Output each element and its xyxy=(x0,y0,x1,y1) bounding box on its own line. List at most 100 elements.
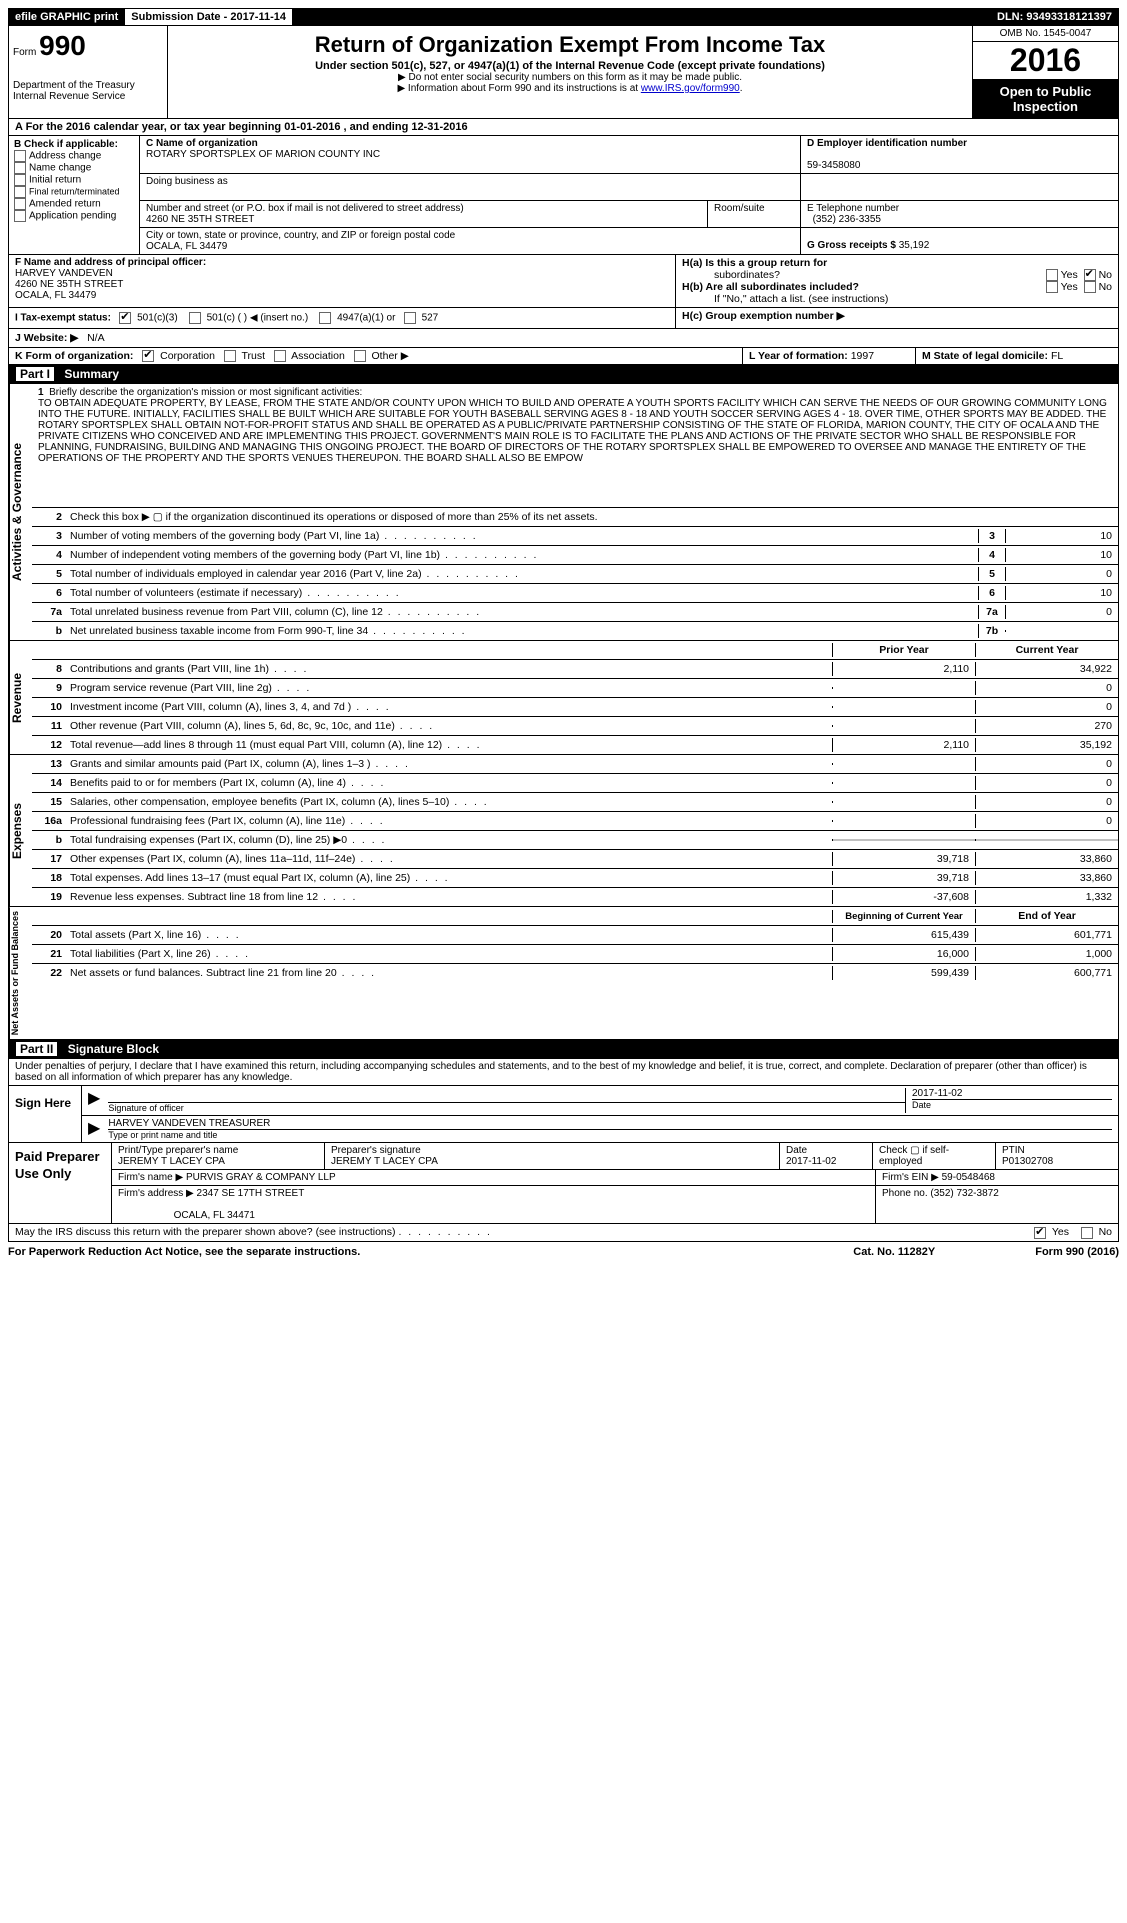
street-wrap: Number and street (or P.O. box if mail i… xyxy=(140,201,801,227)
efile-label: efile GRAPHIC print xyxy=(9,9,125,25)
financial-line: 12Total revenue—add lines 8 through 11 (… xyxy=(32,736,1118,754)
prior-year-header: Prior Year xyxy=(832,643,975,657)
net-lines: 20Total assets (Part X, line 16) 615,439… xyxy=(32,926,1118,982)
hb-no-checkbox[interactable] xyxy=(1084,281,1096,293)
sign-here-label: Sign Here xyxy=(9,1086,82,1142)
ha-yes-checkbox[interactable] xyxy=(1046,269,1058,281)
tel-label: E Telephone number xyxy=(807,203,899,214)
cb-corporation[interactable] xyxy=(142,350,154,362)
col-b-title: B Check if applicable: xyxy=(14,139,134,150)
hb-yes-checkbox[interactable] xyxy=(1046,281,1058,293)
submission-date: 2017-11-14 xyxy=(230,11,286,23)
cb-initial-return[interactable]: Initial return xyxy=(14,174,134,186)
discuss-row: May the IRS discuss this return with the… xyxy=(8,1224,1119,1241)
beginning-year-header: Beginning of Current Year xyxy=(832,910,975,923)
sig-intro: Under penalties of perjury, I declare th… xyxy=(9,1059,1118,1086)
phone-label: Phone no. xyxy=(882,1188,930,1199)
state-domicile-cell: M State of legal domicile: FL xyxy=(916,348,1118,364)
year-formation-value: 1997 xyxy=(851,350,874,362)
cb-address-change[interactable]: Address change xyxy=(14,150,134,162)
cb-association[interactable] xyxy=(274,350,286,362)
cb-trust[interactable] xyxy=(224,350,236,362)
discuss-yes-checkbox[interactable] xyxy=(1034,1227,1046,1239)
opt-other: Other ▶ xyxy=(372,350,409,362)
ha-no-checkbox[interactable] xyxy=(1084,269,1096,281)
top-bar-fill xyxy=(293,9,991,25)
officer-city: OCALA, FL 34479 xyxy=(15,290,96,301)
prep-name: JEREMY T LACEY CPA xyxy=(118,1156,225,1167)
ha-sub-row: subordinates? Yes No xyxy=(682,269,1112,281)
preparer-right: Print/Type preparer's name JEREMY T LACE… xyxy=(112,1143,1118,1223)
cb-4947[interactable] xyxy=(319,312,331,324)
prep-self-employed[interactable]: Check ▢ if self-employed xyxy=(879,1145,949,1167)
prep-sig-label: Preparer's signature xyxy=(331,1145,421,1156)
officer-label: F Name and address of principal officer: xyxy=(15,257,206,268)
officer-name: HARVEY VANDEVEN xyxy=(15,268,113,279)
firm-ein-label: Firm's EIN ▶ xyxy=(882,1172,942,1183)
governance-line: 5Total number of individuals employed in… xyxy=(32,565,1118,584)
ein-label: D Employer identification number xyxy=(807,138,967,149)
row-a-tax-year: A For the 2016 calendar year, or tax yea… xyxy=(8,119,1119,136)
ptin-value: P01302708 xyxy=(1002,1156,1053,1167)
cb-amended-return[interactable]: Amended return xyxy=(14,198,134,210)
cb-final-return[interactable]: Final return/terminated xyxy=(14,186,134,198)
mission-num: 1 xyxy=(38,387,44,398)
no-label: No xyxy=(1099,281,1112,293)
governance-line: bNet unrelated business taxable income f… xyxy=(32,622,1118,640)
phone-value: (352) 732-3872 xyxy=(930,1188,998,1199)
cb-527[interactable] xyxy=(404,312,416,324)
website-value: N/A xyxy=(87,332,105,344)
financial-line: 21Total liabilities (Part X, line 26) 16… xyxy=(32,945,1118,964)
governance-line: 2Check this box ▶ ▢ if the organization … xyxy=(32,508,1118,527)
hb-label: H(b) Are all subordinates included? xyxy=(682,281,1046,293)
cb-name-change[interactable]: Name change xyxy=(14,162,134,174)
top-bar: efile GRAPHIC print Submission Date - 20… xyxy=(8,8,1119,26)
org-name: ROTARY SPORTSPLEX OF MARION COUNTY INC xyxy=(146,149,380,160)
side-governance: Activities & Governance xyxy=(9,384,32,640)
irs-link[interactable]: www.IRS.gov/form990 xyxy=(641,83,740,94)
cb-other[interactable] xyxy=(354,350,366,362)
hc-row: H(c) Group exemption number ▶ xyxy=(676,308,1118,328)
header-center: Return of Organization Exempt From Incom… xyxy=(168,26,972,118)
cb-label: Final return/terminated xyxy=(29,186,120,196)
dln-label: DLN: xyxy=(997,11,1026,23)
financial-line: 13Grants and similar amounts paid (Part … xyxy=(32,755,1118,774)
cb-application-pending[interactable]: Application pending xyxy=(14,210,134,222)
form-number: 990 xyxy=(39,30,86,61)
city-label: City or town, state or province, country… xyxy=(146,230,455,241)
part1-title: Summary xyxy=(64,367,119,381)
sig-name-line: ▶ HARVEY VANDEVEN TREASURER Type or prin… xyxy=(82,1116,1118,1142)
financial-line: 9Program service revenue (Part VIII, lin… xyxy=(32,679,1118,698)
sig-officer-field[interactable]: Signature of officer xyxy=(108,1088,905,1113)
room-label: Room/suite xyxy=(714,203,765,214)
sig-date-label: Date xyxy=(912,1099,1112,1110)
header-right: OMB No. 1545-0047 2016 Open to Public In… xyxy=(972,26,1118,118)
ein-value: 59-3458080 xyxy=(807,160,860,171)
footer-right: Form 990 (2016) xyxy=(1035,1246,1119,1258)
firm-addr2: OCALA, FL 34471 xyxy=(174,1210,255,1221)
opt-4947: 4947(a)(1) or xyxy=(337,313,395,324)
financial-line: 16aProfessional fundraising fees (Part I… xyxy=(32,812,1118,831)
governance-line: 4Number of independent voting members of… xyxy=(32,546,1118,565)
sig-row: Sign Here ▶ Signature of officer 2017-11… xyxy=(9,1086,1118,1142)
discuss-no-checkbox[interactable] xyxy=(1081,1227,1093,1239)
cb-501c[interactable] xyxy=(189,312,201,324)
hc-label: H(c) Group exemption number ▶ xyxy=(682,310,845,322)
prep-sig-cell: Preparer's signature JEREMY T LACEY CPA xyxy=(325,1143,780,1169)
irs-label: Internal Revenue Service xyxy=(13,91,163,102)
cb-501c3[interactable] xyxy=(119,312,131,324)
sig-right: ▶ Signature of officer 2017-11-02 Date ▶… xyxy=(82,1086,1118,1142)
side-revenue: Revenue xyxy=(9,641,32,754)
row-k-label: K Form of organization: xyxy=(15,350,133,362)
city-cell: City or town, state or province, country… xyxy=(140,228,801,254)
net-body: Beginning of Current Year End of Year 20… xyxy=(32,907,1118,1039)
ha-sub: subordinates? xyxy=(714,269,1046,281)
prep-row-3: Firm's address ▶ 2347 SE 17TH STREET OCA… xyxy=(112,1186,1118,1223)
firm-name-cell: Firm's name ▶ PURVIS GRAY & COMPANY LLP xyxy=(112,1170,876,1185)
mission-text: TO OBTAIN ADEQUATE PROPERTY, BY LEASE, F… xyxy=(38,398,1107,464)
form-prefix: Form xyxy=(13,47,36,58)
row-i-tax-status: I Tax-exempt status: 501(c)(3) 501(c) ( … xyxy=(9,308,676,328)
opt-501c3: 501(c)(3) xyxy=(137,313,178,324)
note-ssn: ▶ Do not enter social security numbers o… xyxy=(176,72,964,83)
firm-addr-cell: Firm's address ▶ 2347 SE 17TH STREET OCA… xyxy=(112,1186,876,1223)
